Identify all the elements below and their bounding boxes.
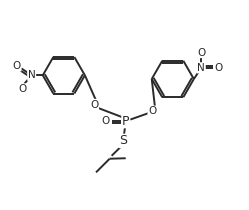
Text: O: O: [101, 116, 109, 126]
Text: O: O: [148, 106, 156, 116]
Text: P: P: [122, 115, 129, 128]
Text: O: O: [197, 47, 205, 58]
Text: O: O: [90, 100, 98, 109]
Text: O: O: [18, 84, 26, 94]
Text: N: N: [197, 63, 205, 73]
Text: N: N: [28, 70, 36, 80]
Text: S: S: [119, 134, 127, 147]
Text: O: O: [214, 63, 222, 73]
Text: O: O: [13, 61, 21, 71]
